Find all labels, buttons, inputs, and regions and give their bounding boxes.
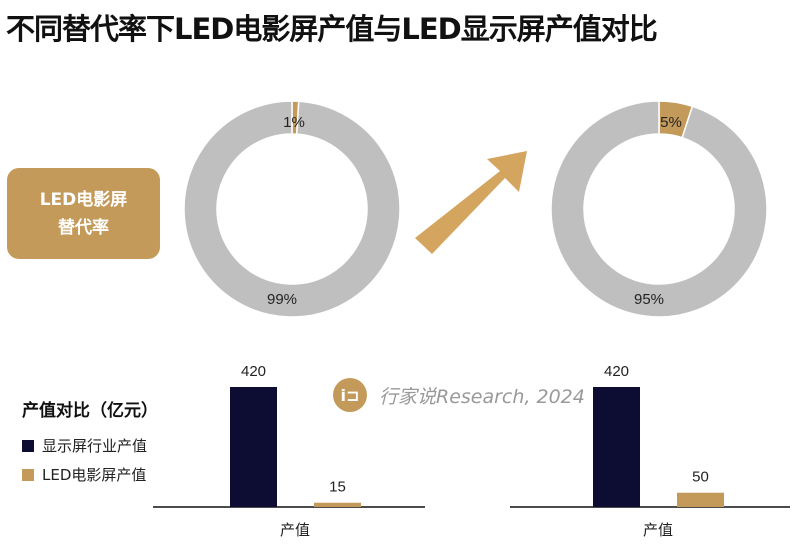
bar-value-label: 50 xyxy=(692,469,709,486)
legend: 产值对比（亿元） 显示屏行业产值 LED电影屏产值 xyxy=(22,396,158,493)
bar-value-label: 420 xyxy=(604,363,629,380)
legend-title: 产值对比（亿元） xyxy=(22,401,158,421)
bar xyxy=(677,492,724,507)
donut-slice xyxy=(183,100,401,318)
donut-label: 95% xyxy=(634,291,664,308)
up-arrow-icon xyxy=(415,151,527,254)
legend-swatch xyxy=(22,468,34,481)
bar-value-label: 15 xyxy=(329,479,346,496)
bar xyxy=(314,502,361,507)
rate-box-line2: 替代率 xyxy=(58,217,109,238)
page-title: 不同替代率下LED电影屏产值与LED显示屏产值对比 xyxy=(6,12,658,46)
x-tick-label: 产值 xyxy=(280,521,310,539)
bar xyxy=(230,387,277,507)
donut-slice xyxy=(550,100,768,318)
bar xyxy=(593,387,640,507)
donut-label: 99% xyxy=(267,291,297,308)
watermark: i⊐ 行家说Research, 2024 xyxy=(333,378,585,412)
replacement-rate-label: LED电影屏 替代率 xyxy=(7,168,160,259)
donut-label: 5% xyxy=(660,114,682,131)
legend-swatch xyxy=(22,439,34,452)
legend-label: LED电影屏产值 xyxy=(42,466,147,484)
bar-value-label: 420 xyxy=(241,363,266,380)
watermark-logo: i⊐ xyxy=(333,378,367,412)
legend-label: 显示屏行业产值 xyxy=(42,437,148,455)
donut-label: 1% xyxy=(283,114,305,131)
watermark-text: 行家说Research, 2024 xyxy=(379,385,585,408)
legend-item-cinema: LED电影屏产值 xyxy=(22,464,158,485)
x-tick-label: 产值 xyxy=(643,521,673,539)
rate-box-line1: LED电影屏 xyxy=(39,189,128,210)
legend-item-display: 显示屏行业产值 xyxy=(22,435,158,456)
